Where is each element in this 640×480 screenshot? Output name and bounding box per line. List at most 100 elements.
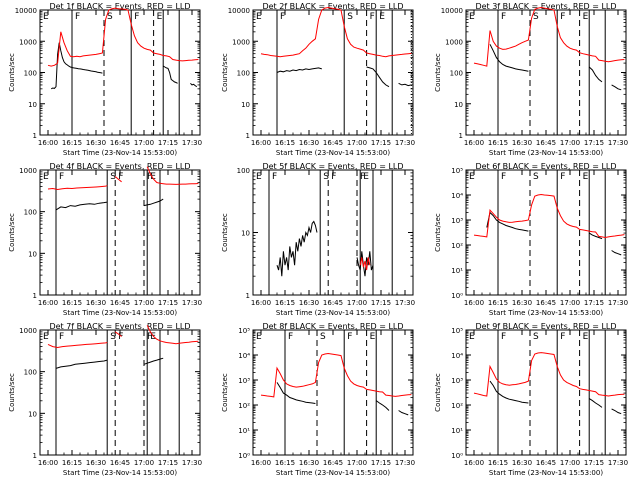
panel-title: Det 4f BLACK = Events, RED = LLD bbox=[49, 162, 190, 171]
marker-letter: E bbox=[379, 12, 385, 22]
y-tick-label: 10⁵ bbox=[451, 327, 463, 335]
plot-frame bbox=[465, 9, 627, 136]
y-tick-label: 10000 bbox=[228, 7, 250, 15]
y-tick-label: 10 bbox=[28, 250, 37, 258]
marker-letter: F bbox=[501, 332, 506, 342]
marker-letter: S bbox=[533, 172, 539, 182]
y-tick-label: 100 bbox=[24, 369, 37, 377]
x-tick-label: 17:30 bbox=[395, 459, 415, 467]
marker-letter: S bbox=[323, 172, 329, 182]
lld-series-line bbox=[47, 342, 108, 349]
marker-letter: E bbox=[469, 172, 475, 182]
marker-letter: E bbox=[256, 332, 262, 342]
panel-title: Det 6f BLACK = Events, RED = LLD bbox=[475, 162, 616, 171]
plot-frame bbox=[465, 329, 627, 456]
x-tick-label: 16:15 bbox=[488, 459, 508, 467]
x-tick-label: 17:15 bbox=[584, 139, 604, 147]
marker-letter: F bbox=[288, 332, 293, 342]
y-axis-label: Counts/sec bbox=[434, 53, 442, 92]
panel-title: Det 9f BLACK = Events, RED = LLD bbox=[475, 322, 616, 331]
marker-letter: F bbox=[331, 172, 336, 182]
marker-letter: F bbox=[501, 172, 506, 182]
x-tick-label: 16:30 bbox=[299, 459, 319, 467]
x-tick-label: 16:30 bbox=[86, 459, 106, 467]
x-tick-label: 16:15 bbox=[62, 139, 82, 147]
events-series-line bbox=[588, 66, 603, 83]
y-tick-label: 100 bbox=[237, 167, 250, 175]
x-tick-label: 16:00 bbox=[251, 459, 271, 467]
y-axis-label: Counts/sec bbox=[221, 213, 229, 252]
x-tick-label: 16:30 bbox=[299, 139, 319, 147]
x-tick-label: 16:45 bbox=[536, 299, 556, 307]
x-tick-label: 17:00 bbox=[134, 299, 154, 307]
lld-series-line bbox=[260, 352, 412, 398]
x-tick-label: 17:15 bbox=[158, 459, 178, 467]
x-axis-label: Start Time (23-Nov-14 15:53:00) bbox=[63, 149, 177, 157]
marker-letter: E bbox=[43, 12, 49, 22]
x-tick-label: 16:15 bbox=[275, 139, 295, 147]
panel-title: Det 7f BLACK = Events, RED = LLD bbox=[49, 322, 190, 331]
y-axis-label: Counts/sec bbox=[434, 373, 442, 412]
marker-letter: F bbox=[360, 172, 365, 182]
x-tick-label: 17:15 bbox=[158, 299, 178, 307]
y-tick-label: 10² bbox=[451, 402, 463, 410]
marker-letter: F bbox=[147, 172, 152, 182]
panel-det-7: Det 7f BLACK = Events, RED = LLD 1 10 100 10… bbox=[8, 322, 202, 477]
x-tick-label: 17:30 bbox=[395, 139, 415, 147]
x-tick-label: 17:15 bbox=[584, 299, 604, 307]
lld-series-line bbox=[146, 166, 199, 185]
y-tick-label: 10² bbox=[238, 402, 250, 410]
marker-letter: S bbox=[110, 332, 116, 342]
x-tick-label: 16:30 bbox=[512, 459, 532, 467]
y-tick-label: 10¹ bbox=[238, 427, 250, 435]
x-tick-label: 17:30 bbox=[608, 139, 628, 147]
x-tick-label: 17:30 bbox=[182, 139, 202, 147]
x-tick-label: 16:15 bbox=[275, 459, 295, 467]
y-tick-label: 10 bbox=[241, 230, 250, 238]
panel-det-1: Det 1f BLACK = Events, RED = LLD 1 10 100 10… bbox=[8, 2, 202, 157]
y-tick-label: 10¹ bbox=[451, 267, 463, 275]
y-tick-label: 10³ bbox=[451, 377, 463, 385]
marker-letter: E bbox=[363, 172, 369, 182]
lld-series-line bbox=[47, 185, 108, 191]
events-series-line bbox=[55, 359, 108, 369]
x-tick-label: 16:15 bbox=[488, 299, 508, 307]
plot-frame bbox=[39, 9, 201, 136]
x-tick-label: 17:00 bbox=[347, 299, 367, 307]
x-tick-label: 17:15 bbox=[371, 459, 391, 467]
x-tick-label: 17:15 bbox=[371, 299, 391, 307]
marker-letter: E bbox=[370, 332, 376, 342]
x-tick-label: 17:00 bbox=[560, 459, 580, 467]
y-tick-label: 10³ bbox=[238, 377, 250, 385]
events-series-line bbox=[611, 84, 622, 91]
y-tick-label: 10 bbox=[28, 101, 37, 109]
events-series-line bbox=[162, 65, 178, 84]
panel-det-6: Det 6f BLACK = Events, RED = LLD 10⁰ 10¹ 10… bbox=[434, 162, 628, 317]
x-tick-label: 16:45 bbox=[110, 139, 130, 147]
marker-letter: F bbox=[118, 172, 123, 182]
events-series-line bbox=[356, 251, 374, 277]
plot-frame bbox=[465, 169, 627, 296]
lld-series-line bbox=[260, 6, 412, 58]
y-tick-label: 10⁵ bbox=[238, 327, 250, 335]
marker-letter: F bbox=[134, 12, 139, 22]
marker-letter: F bbox=[59, 172, 64, 182]
y-tick-label: 1 bbox=[246, 292, 250, 300]
events-series-line bbox=[276, 220, 318, 277]
y-tick-label: 10 bbox=[241, 101, 250, 109]
marker-letter: F bbox=[75, 12, 80, 22]
events-series-line bbox=[588, 232, 603, 240]
lld-series-line bbox=[114, 331, 122, 337]
x-axis-label: Start Time (23-Nov-14 15:53:00) bbox=[489, 469, 603, 477]
panel-det-2: Det 2f BLACK = Events, RED = LLD 1 10 100 10… bbox=[221, 2, 415, 157]
y-tick-label: 10⁰ bbox=[238, 452, 250, 460]
marker-letter: F bbox=[560, 332, 565, 342]
y-axis-label: Counts/sec bbox=[434, 213, 442, 252]
x-tick-label: 16:45 bbox=[110, 459, 130, 467]
x-tick-label: 16:00 bbox=[38, 459, 58, 467]
lld-series-line bbox=[473, 352, 625, 397]
marker-letter: F bbox=[560, 12, 565, 22]
lld-series-line bbox=[473, 193, 625, 239]
marker-letter: E bbox=[256, 12, 262, 22]
y-tick-label: 10⁵ bbox=[451, 167, 463, 175]
